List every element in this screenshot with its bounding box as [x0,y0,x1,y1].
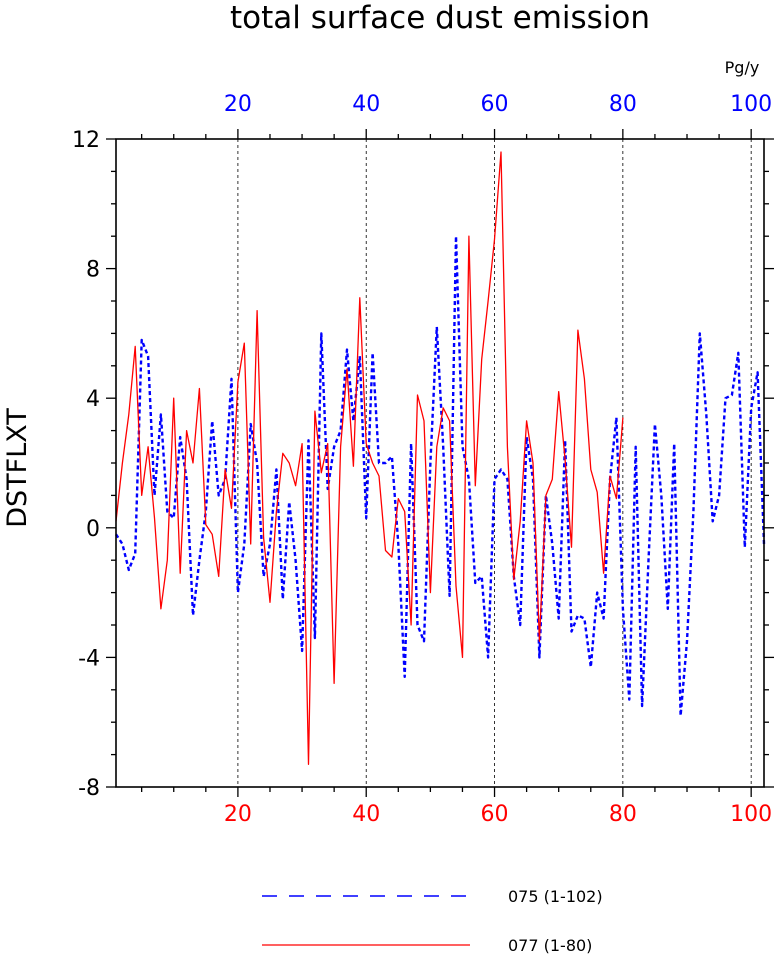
y-tick-label: -4 [78,646,100,671]
x-tick-label-bottom: 100 [730,802,772,827]
x-tick-label-bottom: 20 [224,802,252,827]
axis-tick-labels: -8 -4 0 4 8 12 20 40 60 80 100 20 40 60 80 100 [72,92,772,827]
x-tick-label-bottom: 60 [481,802,509,827]
series-line-dashed [114,234,766,717]
grid-lines [237,139,752,787]
y-tick-label: 0 [86,517,100,542]
axis-ticks [106,129,774,797]
legend: 075 (1-102) 077 (1-80) [262,887,603,955]
legend-label: 075 (1-102) [508,887,603,906]
y-tick-label: 8 [86,258,100,283]
x-tick-label-top: 60 [481,92,509,117]
x-tick-label-top: 80 [609,92,637,117]
y-tick-label: 4 [86,387,100,412]
x-tick-label-top: 40 [352,92,380,117]
top-axis-units: Pg/y [725,58,760,77]
x-tick-label-top: 100 [730,92,772,117]
legend-label: 077 (1-80) [508,936,592,955]
chart-title: total surface dust emission [230,0,650,36]
x-tick-label-bottom: 40 [352,802,380,827]
series-line-solid [115,151,624,765]
x-tick-label-top: 20 [224,92,252,117]
y-tick-label: -8 [78,776,100,801]
y-axis-label: DSTFLXT [2,408,33,528]
plot-frame [115,138,765,788]
x-tick-label-bottom: 80 [609,802,637,827]
y-tick-label: 12 [72,128,100,153]
series-layer [114,151,766,765]
